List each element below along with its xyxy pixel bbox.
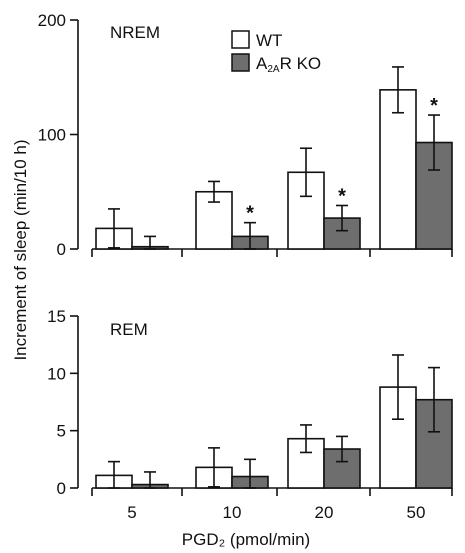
significance-marker: * bbox=[338, 185, 346, 207]
panel-label: NREM bbox=[110, 23, 160, 42]
legend-swatch-ko bbox=[231, 53, 250, 72]
legend-label-ko: A2AR KO bbox=[256, 54, 321, 75]
bar-wt bbox=[379, 89, 417, 250]
x-tick-label: 50 bbox=[407, 503, 426, 522]
x-tick-label: 10 bbox=[223, 503, 242, 522]
legend: WT A2AR KO bbox=[231, 30, 321, 75]
legend-label-wt: WT bbox=[256, 31, 282, 50]
significance-marker: * bbox=[246, 203, 254, 225]
nrem-panel: 0 100 200 NREM * * * bbox=[38, 11, 453, 259]
y-tick-label: 10 bbox=[47, 364, 66, 383]
panel-label: REM bbox=[110, 320, 148, 339]
y-tick-label: 0 bbox=[57, 479, 66, 498]
y-axis-label: Increment of sleep (min/10 h) bbox=[11, 139, 30, 360]
bar-wt bbox=[195, 190, 233, 250]
y-tick-label: 5 bbox=[57, 422, 66, 441]
x-tick-label: 5 bbox=[127, 503, 136, 522]
significance-marker: * bbox=[430, 95, 438, 117]
y-tick-label: 15 bbox=[47, 307, 66, 326]
y-tick-label: 0 bbox=[57, 240, 66, 259]
rem-panel: 0 5 10 15 5 10 20 50 REM bbox=[47, 307, 453, 522]
y-tick-label: 200 bbox=[38, 11, 66, 30]
legend-swatch-wt bbox=[231, 30, 250, 49]
y-tick-label: 100 bbox=[38, 126, 66, 145]
x-axis-label: PGD₂ (pmol/min) bbox=[182, 530, 310, 549]
x-tick-label: 20 bbox=[315, 503, 334, 522]
